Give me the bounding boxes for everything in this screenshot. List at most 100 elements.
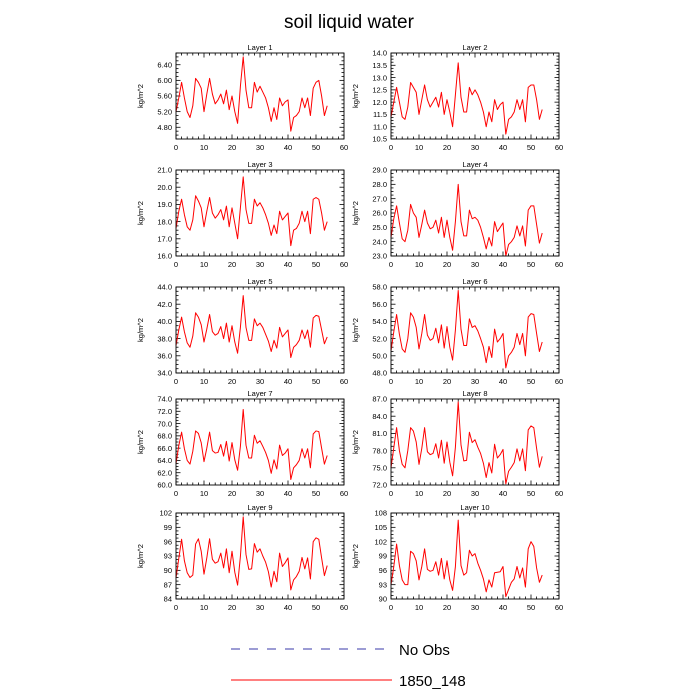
panel-5-series-line: [175, 295, 328, 359]
panel-1-title: Layer 1: [247, 43, 272, 52]
panel-3-ytick-label: 20.0: [157, 183, 172, 192]
panel-2-ytick-label: 11.0: [373, 122, 387, 131]
panel-1-ytick-label: 4.80: [157, 123, 172, 132]
panel-4-ytick-label: 23.0: [372, 252, 387, 261]
panel-1-ytick-label: 6.40: [157, 60, 172, 69]
panel-4-xtick-label: 40: [499, 260, 507, 269]
legend: No Obs 1850_148: [231, 642, 466, 690]
panel-10: Layer 10 kg/m^2 0 10 20 30 40 50 60 90 93 96 99 102 10…: [351, 503, 563, 612]
panel-2-series-line: [390, 62, 543, 135]
panel-6-series-line: [390, 289, 543, 369]
panel-5-xtick-label: 20: [228, 377, 236, 386]
panel-9-ytick-label: 90: [164, 566, 172, 575]
panel-5: Layer 5 kg/m^2 0 10 20 30 40 50 60 34.0 36.0 38.0 40…: [136, 277, 348, 386]
panel-8-ytick-label: 75.0: [372, 464, 387, 473]
panel-4: Layer 4 kg/m^2 0 10 20 30 40 50 60 23.0 24.0 25.0 26…: [351, 160, 563, 269]
panel-7-frame: [175, 398, 345, 486]
panel-1-ytick-label: 6.00: [157, 76, 172, 85]
panel-8-ytick-label: 78.0: [372, 446, 387, 455]
panel-8-xtick-label: 20: [443, 489, 451, 498]
panel-10-xtick-label: 60: [555, 603, 563, 612]
panel-4-xtick-label: 60: [555, 260, 563, 269]
panel-7-ylabel: kg/m^2: [136, 430, 145, 454]
legend-label-no-obs: No Obs: [399, 642, 450, 659]
panel-3-ytick-label: 16.0: [157, 252, 172, 261]
panel-2-xtick-label: 50: [527, 143, 535, 152]
panel-4-ylabel: kg/m^2: [351, 201, 360, 225]
panel-1-xtick-label: 60: [340, 143, 348, 152]
panel-2-ytick-label: 12.5: [372, 86, 387, 95]
panel-8-xtick-label: 0: [389, 489, 393, 498]
panel-5-ytick-label: 40.0: [157, 317, 172, 326]
figure-title: soil liquid water: [284, 12, 415, 33]
panel-8-ytick-label: 87.0: [372, 395, 387, 404]
panel-4-ytick-label: 28.0: [372, 180, 387, 189]
panel-9-xtick-label: 20: [228, 603, 236, 612]
panel-7-series-line: [175, 408, 328, 480]
panel-4-ytick-label: 24.0: [372, 237, 387, 246]
panel-6-ytick-label: 58.0: [372, 283, 387, 292]
panel-7-xtick-label: 40: [284, 489, 292, 498]
panel-10-ytick-label: 90: [379, 595, 387, 604]
panel-1-ytick-label: 5.60: [157, 92, 172, 101]
panel-7-xtick-label: 0: [174, 489, 178, 498]
panel-9-ytick-label: 93: [164, 552, 172, 561]
panel-3-ytick-label: 17.0: [157, 235, 172, 244]
panel-3-series-line: [175, 176, 328, 247]
panel-8-frame: [390, 398, 560, 486]
panel-6-xtick-label: 50: [527, 377, 535, 386]
panel-2-frame: [390, 52, 560, 140]
panel-9-ytick-label: 102: [159, 509, 172, 518]
panel-6-ytick-label: 56.0: [372, 300, 387, 309]
panel-3-ytick-label: 19.0: [157, 200, 172, 209]
panel-1-xtick-label: 50: [312, 143, 320, 152]
panel-1-xtick-label: 40: [284, 143, 292, 152]
panel-2-title: Layer 2: [462, 43, 487, 52]
panel-10-title: Layer 10: [460, 503, 489, 512]
panel-6-xtick-label: 40: [499, 377, 507, 386]
panel-9-ytick-label: 87: [164, 580, 172, 589]
panel-9: Layer 9 kg/m^2 0 10 20 30 40 50 60 84 87 90 93 96 99 10…: [136, 503, 348, 612]
panel-4-xtick-label: 50: [527, 260, 535, 269]
panel-1: Layer 1 kg/m^2 0 10 20 30 40 50 60 4.80 5.20 5.60 6.…: [136, 43, 348, 152]
panel-4-frame: [390, 169, 560, 257]
panel-6-xtick-label: 30: [471, 377, 479, 386]
panel-7-ytick-label: 72.0: [157, 407, 172, 416]
panel-9-xtick-label: 60: [340, 603, 348, 612]
panel-10-ytick-label: 96: [379, 566, 387, 575]
panel-4-series-line: [390, 183, 543, 257]
panel-2-ytick-label: 13.0: [372, 73, 387, 82]
panel-10-ytick-label: 99: [379, 552, 387, 561]
panel-3-ytick-label: 21.0: [157, 166, 172, 175]
panel-3: Layer 3 kg/m^2 0 10 20 30 40 50 60 16.0 17.0 18.0 19…: [136, 160, 348, 269]
panel-2-xtick-label: 0: [389, 143, 393, 152]
panel-4-ytick-label: 26.0: [372, 209, 387, 218]
panel-6-ylabel: kg/m^2: [351, 318, 360, 342]
panel-4-xtick-label: 30: [471, 260, 479, 269]
panel-4-xtick-label: 0: [389, 260, 393, 269]
panel-6-ytick-label: 52.0: [372, 334, 387, 343]
panel-4-xtick-label: 20: [443, 260, 451, 269]
panel-4-ytick-label: 29.0: [372, 166, 387, 175]
panel-9-xtick-label: 40: [284, 603, 292, 612]
panel-1-xtick-label: 20: [228, 143, 236, 152]
panel-3-xtick-label: 0: [174, 260, 178, 269]
panel-7-title: Layer 7: [247, 389, 272, 398]
panel-4-xtick-label: 10: [415, 260, 423, 269]
panel-5-ytick-label: 34.0: [157, 369, 172, 378]
panel-7-xtick-label: 20: [228, 489, 236, 498]
panel-2-xtick-label: 60: [555, 143, 563, 152]
panel-10-series-line: [390, 519, 543, 598]
panel-5-ytick-label: 38.0: [157, 334, 172, 343]
panel-9-ytick-label: 96: [164, 537, 172, 546]
panel-3-xtick-label: 20: [228, 260, 236, 269]
panel-8-xtick-label: 50: [527, 489, 535, 498]
panel-6-ytick-label: 54.0: [372, 317, 387, 326]
panel-10-xtick-label: 50: [527, 603, 535, 612]
panel-2-xtick-label: 40: [499, 143, 507, 152]
panel-7-xtick-label: 50: [312, 489, 320, 498]
panel-7-ytick-label: 60.0: [157, 481, 172, 490]
panel-7-ytick-label: 70.0: [157, 419, 172, 428]
panel-1-series-line: [175, 56, 328, 132]
